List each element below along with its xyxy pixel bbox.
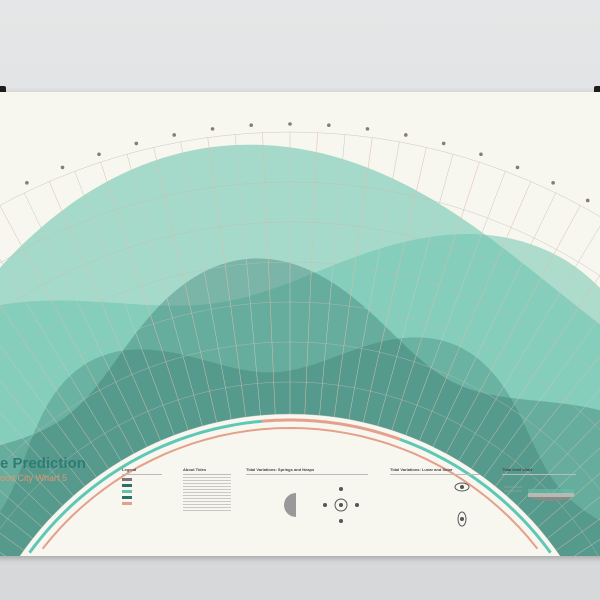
moon-phase-icon — [327, 123, 331, 128]
about-title: About Tides — [183, 467, 207, 472]
tide-band — [0, 234, 600, 556]
concentric-ring — [0, 131, 600, 217]
radial-gridline — [23, 192, 148, 447]
radial-gridline — [419, 181, 532, 441]
divider — [122, 474, 162, 475]
date-arc — [399, 437, 552, 554]
tide-prediction-poster: e Prediction ood City Wharf 5 Legend Abo… — [0, 92, 600, 556]
tidal-level-title: Tidal level chart — [502, 467, 533, 472]
radial-gridline — [0, 344, 97, 478]
moon-phase-icon — [60, 165, 65, 170]
concentric-ring — [0, 301, 600, 431]
radial-gridline — [556, 518, 600, 551]
radial-gridline — [180, 141, 232, 420]
radial-gridline — [234, 134, 261, 416]
concentric-ring — [0, 261, 600, 376]
about-body-text — [183, 477, 231, 511]
concentric-ring — [0, 381, 599, 556]
radial-gridline — [527, 447, 600, 517]
legend-item — [122, 490, 162, 493]
radial-gridline — [0, 304, 109, 469]
radial-gridline — [0, 380, 85, 487]
divider — [390, 474, 480, 475]
radial-gridline — [391, 162, 480, 431]
date-arc — [28, 419, 263, 554]
legend-panel: Legend — [122, 467, 162, 505]
divider — [502, 474, 576, 475]
radial-gridline — [100, 162, 189, 431]
radial-gridline — [458, 225, 600, 461]
radial-gridline — [126, 154, 203, 426]
tide-band — [0, 337, 600, 556]
radial-gridline — [153, 147, 217, 423]
tide-fan-chart — [0, 122, 600, 556]
moon-phase-icon — [515, 165, 520, 170]
moon-phase-icon — [441, 141, 446, 146]
radial-gridline — [48, 181, 161, 441]
moon-phase-diagram — [284, 487, 359, 523]
springs-neaps-panel: Tidal Variations: Springs and Neaps — [246, 467, 368, 545]
moon-phase-icon — [365, 127, 370, 131]
radial-gridline — [0, 411, 74, 496]
springs-neaps-title: Tidal Variations: Springs and Neaps — [246, 467, 315, 472]
divider — [183, 474, 231, 475]
tidal-level-diagram — [504, 486, 574, 501]
radial-gridline — [471, 274, 600, 469]
concentric-ring — [0, 341, 600, 490]
poster-subtitle: ood City Wharf 5 — [0, 473, 68, 483]
about-panel: About Tides — [183, 467, 231, 511]
radial-gridline — [0, 490, 43, 528]
lunar-solar-diagram — [454, 482, 470, 527]
radial-gridline — [262, 132, 276, 415]
radial-gridline — [432, 192, 557, 447]
radial-gridline — [304, 132, 318, 415]
radial-gridline — [495, 355, 600, 487]
moon-phase-icon — [134, 141, 139, 146]
radial-gridline — [74, 171, 175, 436]
radial-gridline — [333, 137, 373, 418]
tide-band — [0, 258, 600, 556]
moon-phase-icon — [404, 133, 408, 137]
legend-item — [122, 496, 162, 499]
radial-gridline — [207, 137, 247, 418]
moon-phase-icon — [585, 198, 590, 203]
concentric-ring — [0, 181, 600, 276]
lunar-solar-panel: Tidal Variations: Lunar and Solar — [390, 467, 480, 545]
moon-phase-icon — [172, 133, 176, 137]
date-arc — [41, 426, 539, 550]
poster-title: e Prediction — [0, 455, 86, 472]
date-arc — [261, 418, 401, 441]
legend-item — [122, 478, 162, 481]
moon-phase-icon — [288, 122, 292, 126]
legend-item — [122, 484, 162, 487]
radial-gridline — [0, 466, 53, 517]
radial-gridline — [445, 205, 581, 454]
radial-gridline — [483, 317, 600, 478]
moon-phase-icon — [551, 181, 555, 185]
lunar-solar-title: Tidal Variations: Lunar and Solar — [390, 467, 453, 472]
moon-phase-icon — [97, 152, 101, 157]
radial-gridline — [348, 141, 400, 420]
divider — [246, 474, 368, 475]
radial-gridline — [0, 258, 122, 461]
moon-phase-icon — [479, 152, 483, 157]
radial-gridline — [405, 171, 506, 436]
radial-gridline — [363, 147, 427, 423]
radial-gridline — [0, 205, 135, 454]
moon-phase-icon — [25, 181, 29, 185]
radial-gridline — [517, 419, 600, 506]
moon-phase-icon — [249, 123, 253, 128]
legend-item — [122, 502, 162, 505]
moon-phase-icon — [210, 127, 215, 131]
radial-gridline — [547, 496, 600, 539]
concentric-ring — [0, 221, 600, 325]
legend-title: Legend — [122, 467, 137, 472]
radial-gridline — [319, 134, 346, 416]
concentric-ring — [19, 413, 561, 556]
radial-gridline — [0, 440, 63, 506]
radial-gridline — [377, 154, 454, 426]
tidal-level-panel: Tidal level chart — [502, 467, 576, 520]
